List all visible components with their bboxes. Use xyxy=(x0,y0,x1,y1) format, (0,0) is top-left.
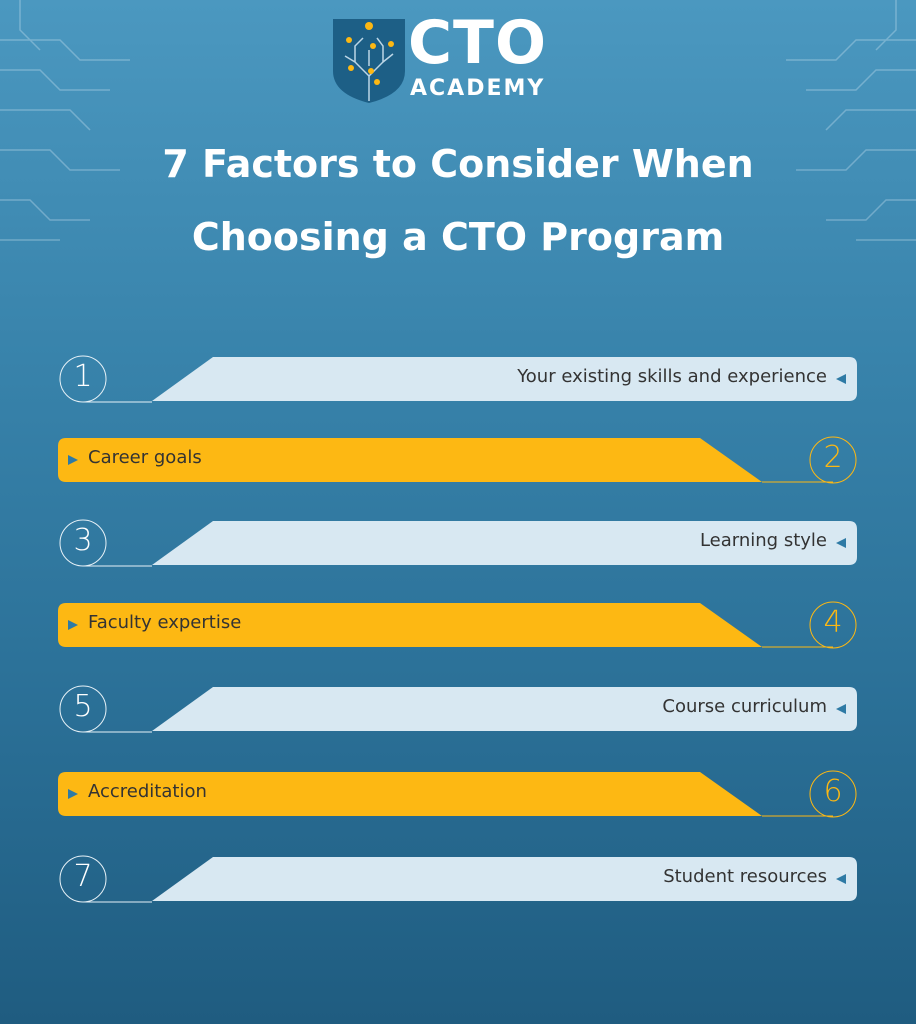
factor-label: Student resources xyxy=(663,866,827,887)
factor-label: Accreditation xyxy=(88,781,207,802)
logo-academy-text: ACADEMY xyxy=(410,76,546,101)
page-title-line2: Choosing a CTO Program xyxy=(191,215,725,259)
factor-number: 2 xyxy=(823,440,843,475)
factor-number: 5 xyxy=(73,689,93,724)
factor-bar xyxy=(59,855,857,903)
factor-bar xyxy=(58,436,857,484)
arrow-left-icon xyxy=(836,538,846,548)
arrow-left-icon xyxy=(836,374,846,384)
factor-label: Course curriculum xyxy=(662,696,827,717)
factor-number: 7 xyxy=(73,859,93,894)
factor-label: Career goals xyxy=(88,447,202,468)
factor-bar xyxy=(58,770,857,818)
factor-bar xyxy=(58,601,857,649)
factor-row-4: 4 Faculty expertise xyxy=(0,601,916,651)
arrow-left-icon xyxy=(836,704,846,714)
factor-number: 4 xyxy=(823,605,843,640)
factor-row-3: 3 Learning style xyxy=(0,519,916,569)
shield-circuit-icon xyxy=(333,19,405,103)
factor-number: 3 xyxy=(73,523,93,558)
page-title-line1: 7 Factors to Consider When xyxy=(162,142,754,186)
factor-label: Learning style xyxy=(699,530,827,551)
factor-row-2: 2 Career goals xyxy=(0,436,916,486)
arrow-right-icon xyxy=(68,620,78,630)
factor-number: 6 xyxy=(823,774,843,809)
factor-label: Faculty expertise xyxy=(88,612,242,633)
factor-row-5: 5 Course curriculum xyxy=(0,685,916,735)
factor-bar xyxy=(59,685,857,733)
factor-row-6: 6 Accreditation xyxy=(0,770,916,820)
factor-row-7: 7 Student resources xyxy=(0,855,916,905)
factor-bar xyxy=(59,355,857,403)
logo-cto-text: CTO xyxy=(408,8,547,78)
arrow-right-icon xyxy=(68,455,78,465)
circuit-decoration-left xyxy=(0,0,130,241)
factor-row-1: 1 Your existing skills and experience xyxy=(0,355,916,405)
factor-number: 1 xyxy=(73,359,93,394)
circuit-decoration-right xyxy=(786,0,916,241)
factor-bar xyxy=(59,519,857,567)
factor-label: Your existing skills and experience xyxy=(517,366,827,387)
arrow-right-icon xyxy=(68,789,78,799)
arrow-left-icon xyxy=(836,874,846,884)
